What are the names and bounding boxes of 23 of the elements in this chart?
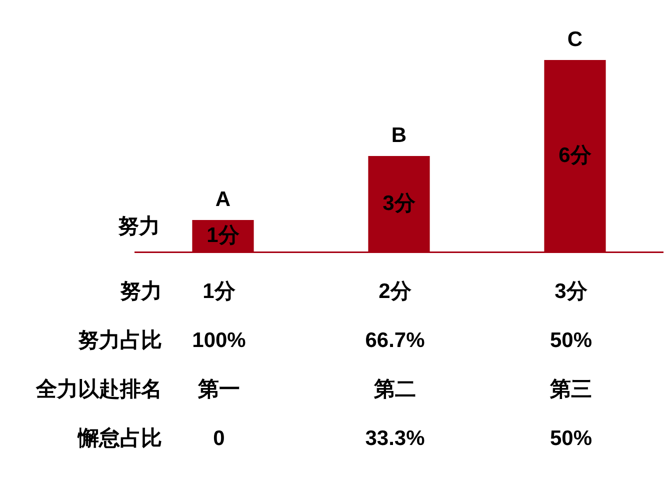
text: 3分 (554, 280, 588, 303)
text: 第一 (197, 378, 240, 401)
text: 50% (550, 426, 592, 450)
text: 0 (213, 426, 225, 450)
data-label: 6分 (558, 144, 592, 167)
text: 努力 (120, 280, 162, 303)
text: 第二 (373, 378, 416, 401)
text: 33.3% (365, 426, 426, 450)
x-tick-label: B (391, 124, 407, 147)
text: 努力占比 (78, 328, 162, 352)
x-tick-label: A (215, 188, 231, 211)
y-axis-title: 努力 (118, 214, 160, 238)
text: 50% (550, 328, 592, 352)
text: 1分 (202, 280, 236, 303)
text: 66.7% (365, 328, 426, 352)
x-tick-label: C (567, 28, 583, 51)
text: 全力以赴排名 (35, 378, 162, 401)
data-label: 1分 (206, 224, 240, 247)
text: 懈怠占比 (77, 426, 162, 450)
data-label: 3分 (382, 192, 416, 215)
text: 100% (192, 328, 246, 352)
text: 2分 (378, 280, 412, 303)
text: 第三 (549, 378, 592, 401)
